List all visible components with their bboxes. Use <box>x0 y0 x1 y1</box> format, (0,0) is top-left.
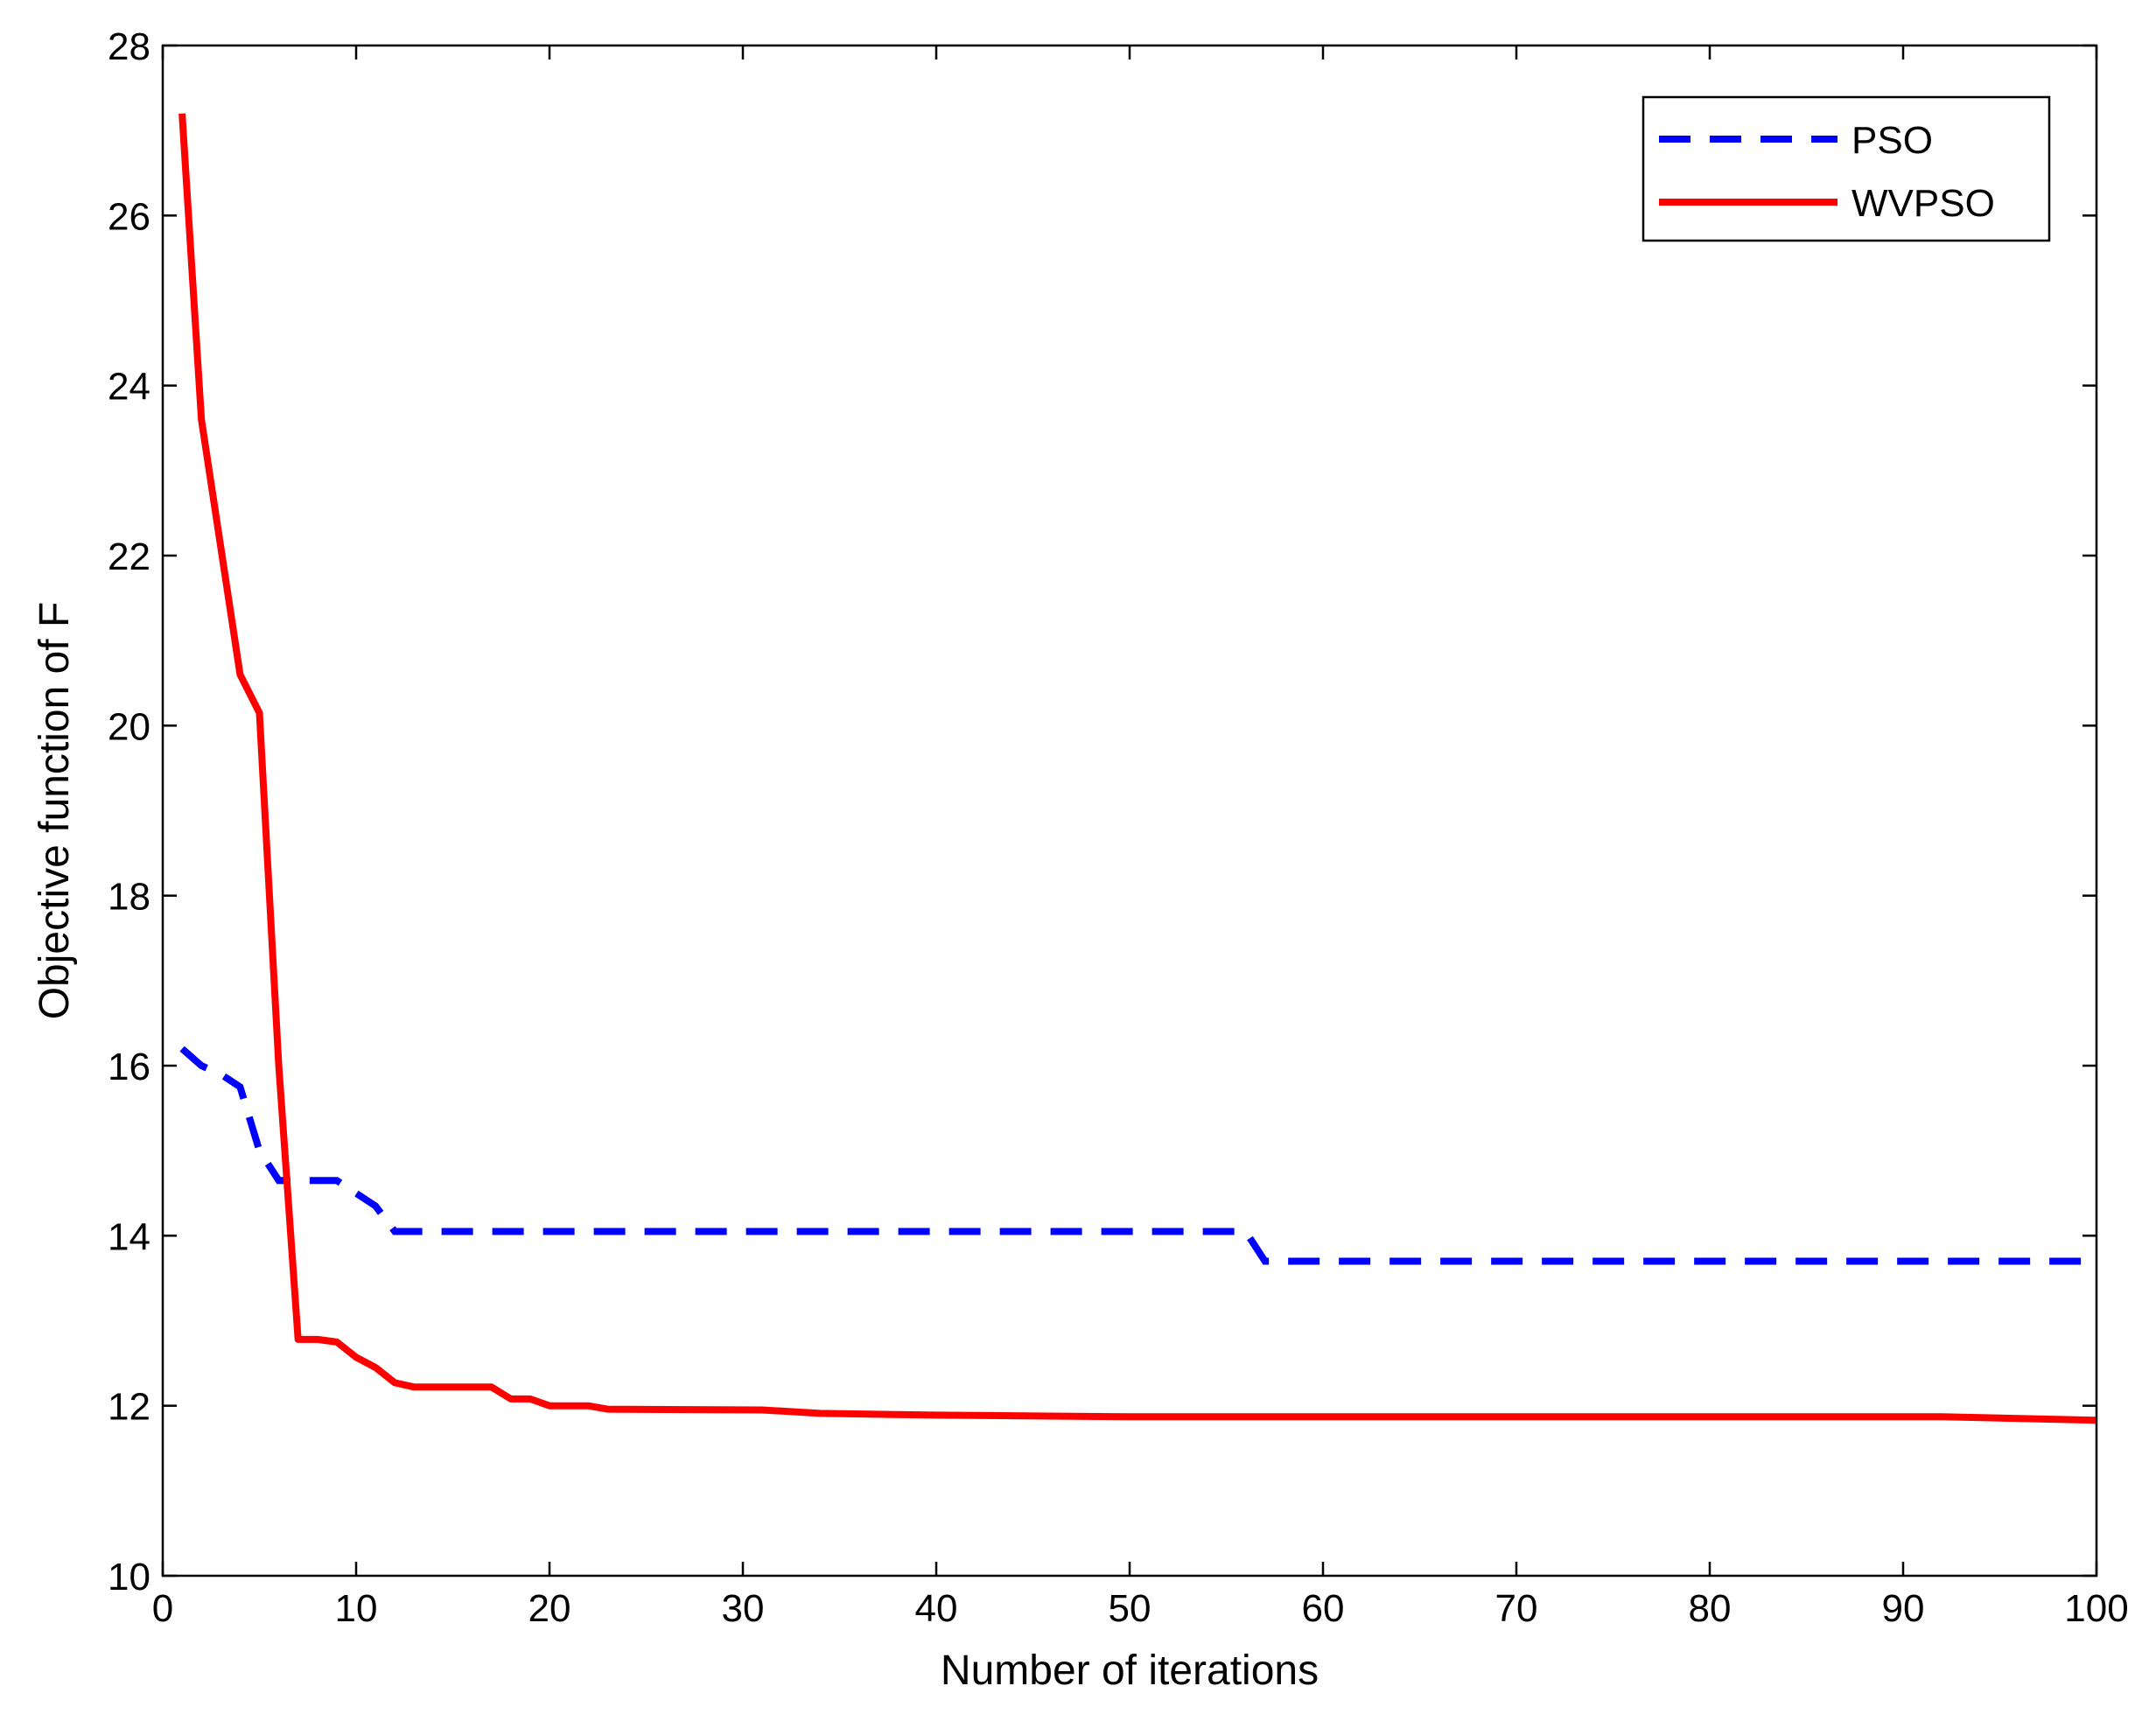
x-axis-label: Number of iterations <box>941 1648 1319 1694</box>
x-tick-label: 0 <box>152 1587 173 1630</box>
x-tick-label: 40 <box>915 1587 958 1630</box>
series-line-pso <box>179 1046 2096 1265</box>
x-tick-label: 80 <box>1689 1587 1732 1630</box>
x-tick-label: 100 <box>2064 1587 2128 1630</box>
y-tick-label: 20 <box>108 705 150 748</box>
x-tick-label: 60 <box>1302 1587 1345 1630</box>
y-tick-label: 16 <box>108 1046 150 1088</box>
x-tick-label: 10 <box>335 1587 378 1630</box>
legend-label-wvpso: WVPSO <box>1852 182 1995 225</box>
legend-box <box>1642 95 2051 242</box>
series-layer <box>178 113 2096 1424</box>
legend: PSO WVPSO <box>1642 95 2051 242</box>
y-tick-label: 14 <box>108 1215 150 1258</box>
x-tick-label: 70 <box>1495 1587 1538 1630</box>
y-tick-label: 10 <box>108 1556 150 1599</box>
series-line-wvpso <box>178 113 2096 1424</box>
legend-label-pso: PSO <box>1852 119 1933 162</box>
y-tick-label: 12 <box>108 1386 150 1429</box>
ticks-layer: 0 10 20 30 40 50 60 70 80 90 100101214161820222426… <box>108 25 2129 1630</box>
x-tick-label: 90 <box>1882 1587 1925 1630</box>
x-tick-label: 20 <box>528 1587 571 1630</box>
y-axis-label: Objective function of F <box>32 602 78 1020</box>
y-tick-label: 28 <box>108 25 150 68</box>
y-tick-label: 22 <box>108 535 150 578</box>
y-tick-label: 18 <box>108 876 150 919</box>
x-tick-label: 50 <box>1109 1587 1152 1630</box>
x-tick-label: 30 <box>722 1587 765 1630</box>
y-tick-label: 24 <box>108 366 150 409</box>
y-tick-label: 26 <box>108 195 150 238</box>
